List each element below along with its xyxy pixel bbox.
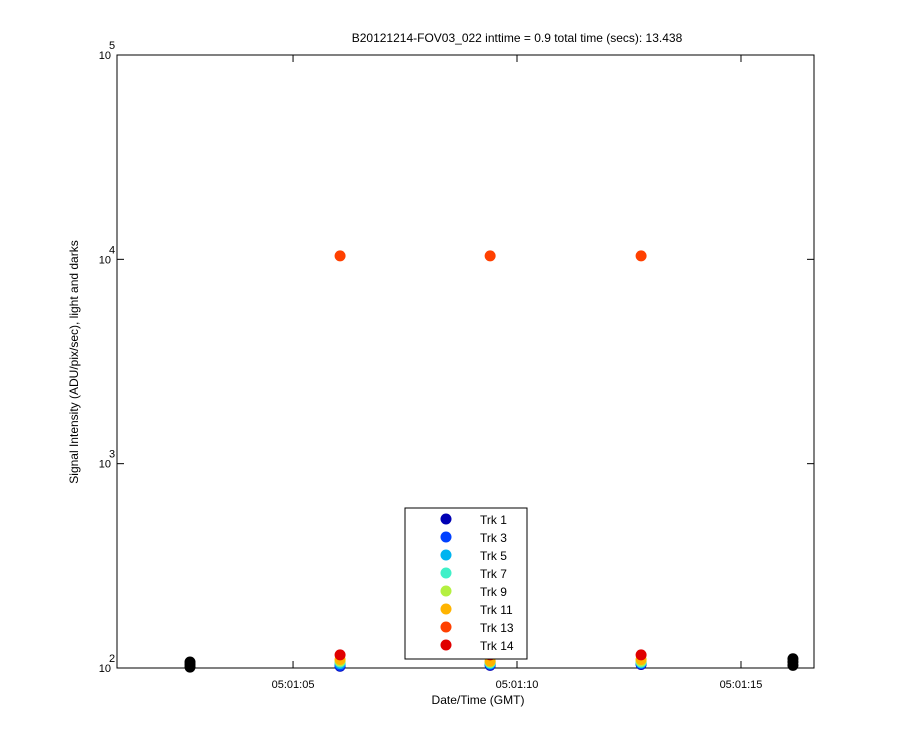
legend-label: Trk 9: [480, 585, 507, 599]
chart-title: B20121214-FOV03_022 inttime = 0.9 total …: [352, 31, 683, 45]
point: [334, 250, 346, 262]
legend-label: Trk 14: [480, 639, 514, 653]
point: [787, 653, 799, 665]
x-tick-label: 05:01:05: [272, 679, 315, 691]
x-tick-label: 05:01:15: [720, 679, 763, 691]
legend-label: Trk 11: [480, 603, 513, 617]
point: [484, 250, 496, 262]
legend-label: Trk 5: [480, 549, 507, 563]
y-tick-label: 10: [99, 50, 111, 62]
legend-label: Trk 3: [480, 531, 507, 545]
point: [635, 250, 647, 262]
y-tick-label: 10: [99, 459, 111, 471]
plot-frame: [116, 54, 815, 669]
x-axis-label: Date/Time (GMT): [432, 693, 525, 707]
legend-marker: [440, 621, 452, 633]
legend-box: [404, 507, 528, 660]
point: [184, 656, 196, 668]
legend-marker: [440, 639, 452, 651]
legend-marker: [440, 513, 452, 525]
y-tick-label: 10: [99, 663, 111, 675]
legend-label: Trk 1: [480, 513, 507, 527]
point: [334, 649, 346, 661]
y-axis-label: Signal Intensity (ADU/pix/sec), light an…: [67, 240, 81, 483]
legend-marker: [440, 567, 452, 579]
y-tick-exponent: 5: [109, 40, 115, 52]
legend-marker: [440, 549, 452, 561]
legend-marker: [440, 531, 452, 543]
legend-marker: [440, 585, 452, 597]
y-tick-exponent: 2: [109, 653, 115, 665]
legend-label: Trk 7: [480, 567, 507, 581]
y-tick-label: 10: [99, 254, 111, 266]
legend-marker: [440, 603, 452, 615]
point: [635, 649, 647, 661]
y-tick-exponent: 4: [109, 244, 115, 256]
legend-label: Trk 13: [480, 621, 514, 635]
y-tick-exponent: 3: [109, 449, 115, 461]
x-tick-label: 05:01:10: [496, 679, 539, 691]
